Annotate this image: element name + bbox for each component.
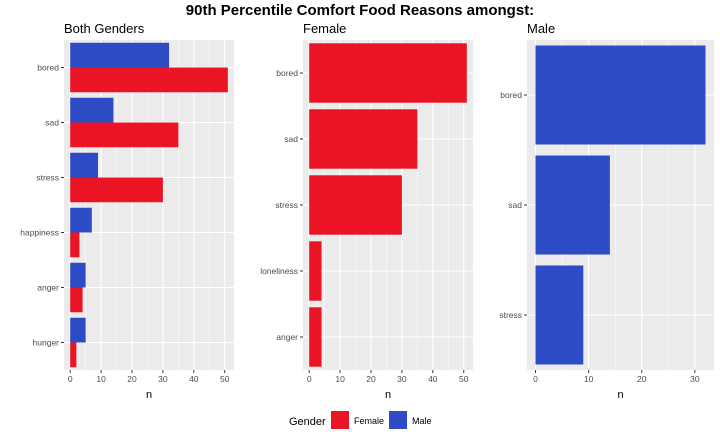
x-axis-title: n	[146, 389, 152, 401]
x-tick-label: 40	[189, 374, 199, 384]
bar-female-sad	[309, 109, 418, 169]
bar-male-bored	[535, 45, 706, 145]
bar-male-bored	[70, 42, 170, 68]
y-tick-label: bored	[276, 68, 298, 78]
x-tick-label: 0	[68, 374, 73, 384]
y-tick-label: stress	[499, 310, 522, 320]
bar-female-bored	[70, 67, 228, 93]
y-tick-label: happiness	[20, 228, 59, 238]
y-tick-label: stress	[275, 200, 298, 210]
bar-female-stress	[309, 175, 402, 235]
x-tick-label: 30	[690, 374, 700, 384]
bar-male-happiness	[70, 207, 92, 233]
y-tick-label: sad	[45, 118, 59, 128]
legend-label-male: Male	[412, 416, 432, 426]
x-tick-label: 10	[584, 374, 594, 384]
x-tick-label: 30	[397, 374, 407, 384]
x-tick-label: 10	[335, 374, 345, 384]
x-tick-label: 20	[366, 374, 376, 384]
bar-female-sad	[70, 122, 179, 148]
bar-female-anger	[309, 307, 322, 367]
panel-1: bored sad stress loneliness anger 0 10 20 30 40 50…	[260, 21, 473, 401]
legend-title: Gender	[289, 416, 326, 428]
y-tick-label: stress	[36, 173, 59, 183]
y-tick-label: sad	[508, 200, 522, 210]
x-tick-label: 50	[459, 374, 469, 384]
x-tick-label: 0	[307, 374, 312, 384]
y-tick-label: anger	[37, 283, 59, 293]
bar-female-bored	[309, 43, 467, 103]
bar-male-sad	[70, 97, 114, 123]
x-axis-title: n	[385, 389, 391, 401]
bar-female-anger	[70, 287, 83, 313]
bar-male-hunger	[70, 317, 86, 343]
x-tick-label: 20	[637, 374, 647, 384]
bar-female-stress	[70, 177, 163, 203]
legend-key-female	[331, 411, 349, 429]
x-tick-label: 0	[533, 374, 538, 384]
panel-title: Female	[303, 21, 346, 36]
panel-2: bored sad stress 0 10 20 30 n Male	[499, 21, 714, 401]
y-tick-label: sad	[284, 134, 298, 144]
legend: Gender Female Male	[289, 411, 432, 429]
chart-title: 90th Percentile Comfort Food Reasons amo…	[186, 2, 534, 19]
y-tick-label: hunger	[33, 338, 60, 348]
y-tick-label: bored	[37, 63, 59, 73]
x-tick-label: 10	[96, 374, 106, 384]
legend-label-female: Female	[354, 416, 384, 426]
panels: bored sad stress happiness anger hunger 0 10 20 3…	[20, 21, 714, 401]
panel-background	[64, 40, 234, 370]
bar-male-anger	[70, 262, 86, 288]
y-tick-label: bored	[500, 90, 522, 100]
bar-female-happiness	[70, 232, 80, 258]
x-tick-label: 20	[127, 374, 137, 384]
x-tick-label: 30	[158, 374, 168, 384]
bar-female-hunger	[70, 342, 77, 368]
bar-male-sad	[535, 155, 610, 255]
bar-male-stress	[535, 265, 584, 365]
panel-title: Both Genders	[64, 21, 145, 36]
x-tick-label: 40	[428, 374, 438, 384]
y-tick-label: anger	[276, 332, 298, 342]
bar-female-loneliness	[309, 241, 322, 301]
x-axis-title: n	[617, 389, 623, 401]
legend-key-male	[389, 411, 407, 429]
x-tick-label: 50	[220, 374, 230, 384]
y-tick-label: loneliness	[260, 266, 298, 276]
panel-0: bored sad stress happiness anger hunger 0 10 20 3…	[20, 21, 234, 401]
bar-male-stress	[70, 152, 98, 178]
panel-title: Male	[527, 21, 555, 36]
